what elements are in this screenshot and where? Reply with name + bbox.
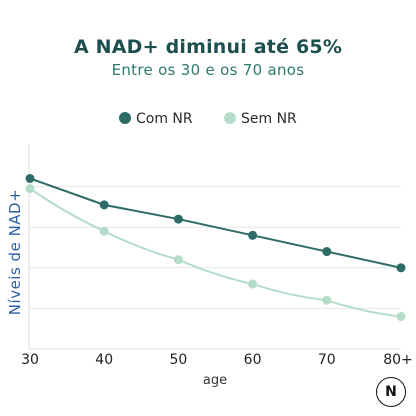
legend-label-sem-nr: Sem NR <box>241 111 297 127</box>
x-tick-label: 70 <box>318 352 336 368</box>
data-point-sem-nr-70 <box>322 295 332 305</box>
legend-marker-com-nr <box>119 112 131 124</box>
x-tick-label: 80+ <box>383 352 413 368</box>
data-point-sem-nr-80+ <box>396 312 406 322</box>
brand-logo: N <box>376 377 406 407</box>
x-tick-label: 50 <box>169 352 187 368</box>
chart-subtitle: Entre os 30 e os 70 anos <box>111 61 305 79</box>
series-points <box>25 173 406 322</box>
data-point-sem-nr-60 <box>248 279 258 289</box>
legend: Com NR Sem NR <box>119 111 297 127</box>
chart-title: A NAD+ diminui até 65% <box>73 36 343 58</box>
data-point-sem-nr-40 <box>99 226 109 236</box>
axes <box>28 144 401 350</box>
series-line-sem-nr <box>29 187 402 318</box>
data-point-com-nr-80+ <box>396 263 406 273</box>
legend-label-com-nr: Com NR <box>136 111 193 127</box>
x-tick-label: 30 <box>21 352 39 368</box>
legend-marker-sem-nr <box>224 112 236 124</box>
data-point-com-nr-50 <box>173 214 183 224</box>
x-tick-label: 60 <box>244 352 262 368</box>
x-tick-label: 40 <box>95 352 113 368</box>
grid <box>30 186 401 309</box>
series-line-com-nr <box>29 177 402 269</box>
y-axis-label: Níveis de NAD+ <box>6 189 24 315</box>
data-point-sem-nr-30 <box>25 184 35 194</box>
x-axis-label: age <box>203 373 227 388</box>
series-lines <box>29 177 402 318</box>
x-tick-labels: 30 40 50 60 70 80+ <box>21 352 413 368</box>
data-point-com-nr-40 <box>99 200 109 210</box>
data-point-com-nr-60 <box>248 230 258 240</box>
data-point-sem-nr-50 <box>173 255 183 265</box>
data-point-com-nr-30 <box>25 173 35 183</box>
data-point-com-nr-70 <box>322 247 332 257</box>
